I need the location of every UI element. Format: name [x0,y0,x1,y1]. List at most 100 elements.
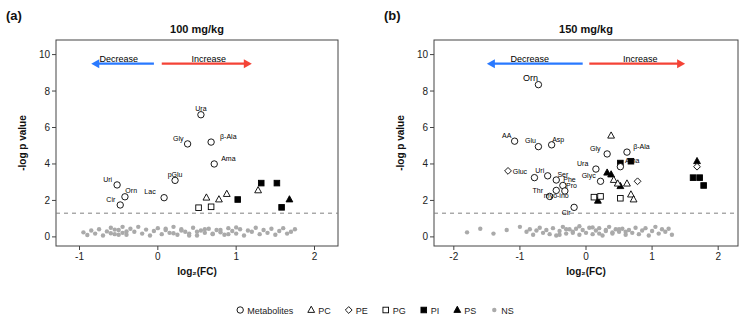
annotation: Orn [523,73,538,83]
x-tick [314,246,315,250]
arrow-head [91,59,99,68]
point [656,231,660,235]
point [218,228,222,232]
point [580,228,584,232]
point [590,225,594,229]
point [608,132,615,138]
x-tick [519,246,520,250]
annotation: Lac [144,188,156,195]
plot-area [434,59,738,237]
threshold-line [56,213,338,214]
arrow-head [677,59,685,68]
point [591,194,597,200]
point [167,231,171,235]
point [577,224,581,228]
point [643,226,647,230]
point [113,232,117,236]
point [116,232,120,236]
plot-area [56,59,338,237]
point [277,229,281,233]
annotation: Increase [191,54,226,64]
y-tick [430,163,434,164]
point [650,229,654,233]
point [208,139,214,145]
y-tick [52,163,56,164]
panel: -2-10120246810OrnAAGluAspGlucUriSerPhemy… [384,8,738,277]
panel-label: (a) [6,8,22,23]
series [286,196,293,202]
annotation: Decrease [99,54,138,64]
legend-label: PE [356,306,368,316]
point [528,227,532,231]
point [504,228,508,232]
point [207,226,211,230]
legend-marker [454,306,461,312]
point [116,228,120,232]
legend-label: Metabolites [247,306,294,316]
point [265,231,269,235]
x-tick-label: 2 [715,251,721,262]
point [535,143,541,149]
title: 150 mg/kg [559,23,613,35]
legend-item: PI [421,306,439,316]
point [531,174,537,180]
point [577,232,581,236]
point [666,226,670,230]
arrow-head [487,59,495,68]
point [548,142,554,148]
point [289,230,293,234]
x-tick-label: 0 [155,251,161,262]
legend-label: PS [464,306,476,316]
point [623,230,627,234]
point [152,229,156,233]
legend-item: PS [454,306,476,316]
legend-marker [237,307,243,313]
annotation: Ama [625,157,640,164]
annotation: Increase [623,54,658,64]
y-tick-label: 2 [44,195,50,206]
point [234,225,238,229]
x-axis-label: log₂(FC) [177,266,216,277]
y-tick [430,54,434,55]
annotation: β-Ala [220,133,237,141]
point [624,180,631,186]
point [156,226,160,230]
y-tick-label: 6 [422,122,428,133]
point [557,232,561,236]
x-tick-label: -2 [449,251,458,262]
y-tick [52,236,56,237]
y-tick-label: 4 [44,158,50,169]
point [279,205,285,211]
point [210,231,214,235]
point [132,230,136,234]
point [630,231,634,235]
point [637,232,641,236]
point [101,233,105,237]
point [281,226,285,230]
point [175,232,179,236]
x-axis-label: log₂(FC) [566,266,605,277]
point [195,230,199,234]
point [465,230,469,234]
point [694,163,701,170]
point [120,225,124,229]
y-tick-label: 8 [422,86,428,97]
y-tick-label: 6 [44,122,50,133]
y-axis-label: -log p value [395,115,406,171]
legend-marker [345,307,352,314]
annotation: Glyc [582,172,597,180]
point [203,227,207,231]
point [547,232,551,236]
point [571,204,577,210]
point [541,231,545,235]
point [163,226,167,230]
point [214,228,218,232]
point [226,232,230,236]
point [258,180,264,186]
point [701,183,707,189]
point [144,227,148,231]
x-tick [586,246,587,250]
point [179,228,183,232]
point [598,194,604,200]
legend-item: PG [383,306,406,316]
